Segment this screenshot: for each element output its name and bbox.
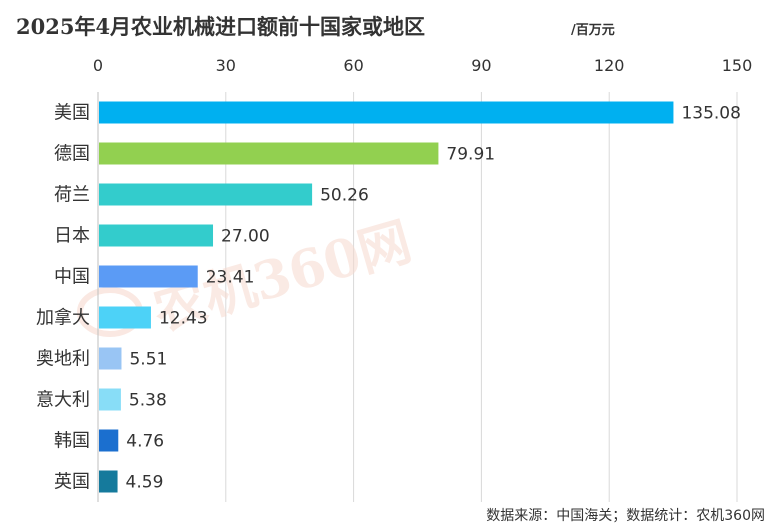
- value-label: 23.41: [206, 268, 255, 288]
- category-label: 韩国: [54, 431, 90, 452]
- category-label: 德国: [54, 144, 90, 165]
- category-label: 美国: [54, 103, 90, 124]
- bar: [99, 306, 151, 329]
- bar-row: 意大利 5.38: [36, 388, 167, 411]
- bar: [99, 347, 122, 370]
- bar-row: 中国 23.41: [54, 265, 255, 288]
- bar-row: 韩国 4.76: [54, 429, 164, 452]
- bar: [99, 429, 119, 452]
- bar: [99, 388, 121, 411]
- bar: [99, 470, 118, 493]
- category-label: 中国: [54, 267, 90, 288]
- value-label: 12.43: [159, 309, 208, 329]
- x-axis-ticks: 0 30 60 90 120 150: [93, 56, 752, 75]
- value-label: 5.51: [129, 350, 167, 370]
- category-label: 意大利: [36, 390, 90, 411]
- bar-row: 英国 4.59: [54, 470, 164, 493]
- value-label: 4.59: [126, 473, 164, 493]
- bar: [99, 183, 313, 206]
- x-tick-label: 120: [594, 56, 625, 75]
- bar-row: 德国 79.91: [54, 142, 495, 165]
- x-tick-label: 90: [471, 56, 491, 75]
- bars: 美国 135.08 德国 79.91 荷兰 50.26 日本 27.00 中国 23.41 加拿大 1…: [36, 101, 741, 493]
- bar: [99, 142, 439, 165]
- value-label: 5.38: [129, 391, 167, 411]
- category-label: 荷兰: [54, 185, 90, 206]
- chart-title: 2025年4月农业机械进口额前十国家或地区: [16, 14, 425, 39]
- category-label: 加拿大: [36, 307, 90, 329]
- bar-row: 日本 27.00: [54, 224, 270, 247]
- bar: [99, 101, 674, 124]
- x-tick-label: 0: [93, 56, 103, 75]
- category-label: 奥地利: [36, 349, 90, 370]
- value-label: 4.76: [126, 432, 164, 452]
- bar-row: 奥地利 5.51: [36, 347, 167, 370]
- category-label: 英国: [54, 472, 90, 493]
- value-label: 50.26: [320, 186, 369, 206]
- x-tick-label: 30: [216, 56, 236, 75]
- bar-row: 加拿大 12.43: [36, 306, 208, 329]
- x-tick-label: 60: [343, 56, 363, 75]
- value-label: 135.08: [681, 104, 740, 124]
- bar-row: 荷兰 50.26: [54, 183, 369, 206]
- bar-row: 美国 135.08: [54, 101, 741, 124]
- chart-unit: /百万元: [571, 23, 615, 38]
- bar: [99, 224, 214, 247]
- value-label: 79.91: [446, 145, 495, 165]
- bar: [99, 265, 198, 288]
- value-label: 27.00: [221, 227, 270, 247]
- source-note: 数据来源：中国海关；数据统计：农机360网: [486, 508, 765, 524]
- category-label: 日本: [54, 226, 90, 247]
- x-tick-label: 150: [722, 56, 753, 75]
